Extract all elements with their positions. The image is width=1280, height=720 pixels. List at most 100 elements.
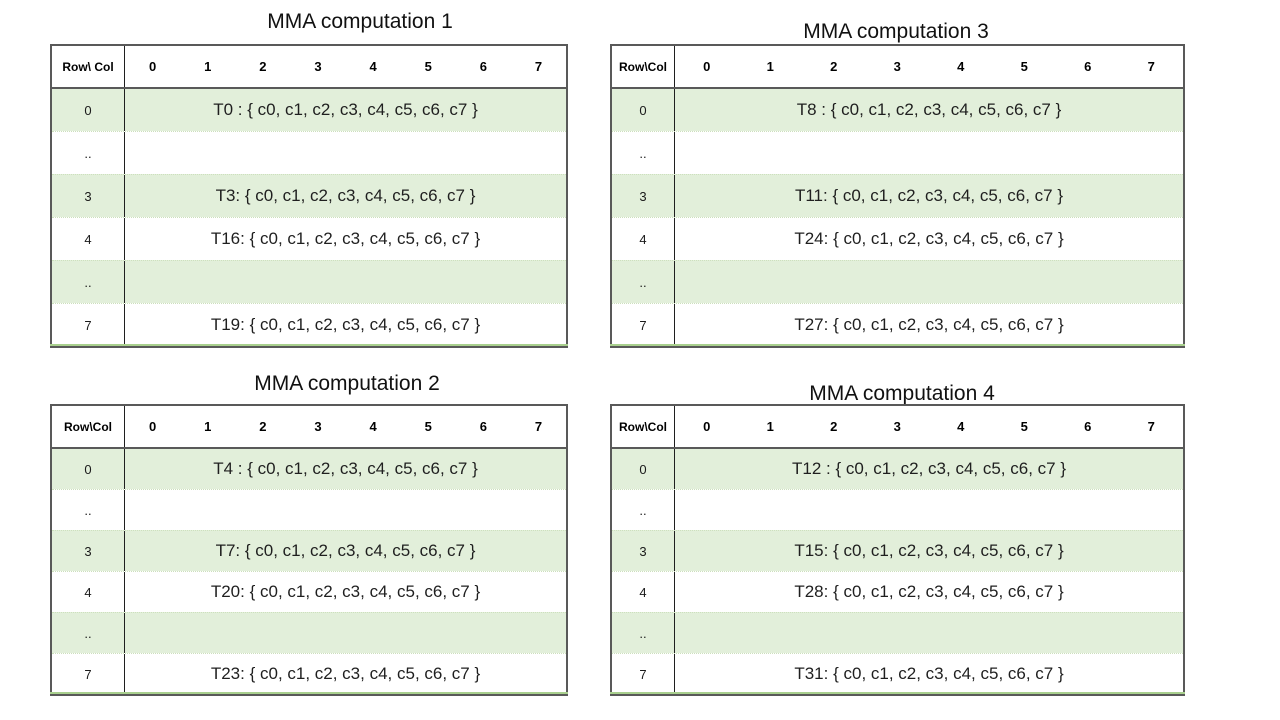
col-header: 5 (1020, 419, 1028, 434)
row-label: 7 (612, 304, 675, 346)
corner-label: Row\Col (612, 406, 675, 447)
row-label: 4 (612, 218, 675, 260)
cropped-next-row-edge (610, 344, 1185, 346)
row-value: T0 : { c0, c1, c2, c3, c4, c5, c6, c7 } (213, 100, 478, 119)
row-value (675, 613, 1183, 653)
column-headers: 0 1 2 3 4 5 6 7 (675, 46, 1183, 87)
corner-label: Row\ Col (52, 46, 125, 87)
row-value (125, 261, 566, 303)
col-header: 7 (534, 419, 543, 434)
cropped-next-row-edge (610, 692, 1185, 694)
row-label: .. (52, 132, 125, 174)
row-value (675, 261, 1183, 303)
row-label: .. (612, 261, 675, 303)
col-header: 7 (534, 59, 543, 74)
col-header: 7 (1147, 419, 1155, 434)
row-label: .. (52, 613, 125, 653)
table-row: 7 T31: { c0, c1, c2, c3, c4, c5, c6, c7 … (612, 653, 1183, 694)
row-value: T16: { c0, c1, c2, c3, c4, c5, c6, c7 } (210, 229, 481, 248)
row-label: 0 (612, 449, 675, 489)
mma-table-1: Row\ Col 0 1 2 3 4 5 6 7 0 T0 : { c0, c1… (50, 44, 568, 348)
corner-label: Row\Col (52, 406, 125, 447)
col-header: 4 (957, 59, 965, 74)
column-headers: 0 1 2 3 4 5 6 7 (125, 406, 566, 447)
row-label: 7 (612, 654, 675, 694)
row-value: T27: { c0, c1, c2, c3, c4, c5, c6, c7 } (794, 315, 1064, 334)
table-3-title: MMA computation 3 (803, 20, 989, 43)
mma-table-3: Row\Col 0 1 2 3 4 5 6 7 0 T8 : { c0, c1,… (610, 44, 1185, 348)
table-row: 7 T19: { c0, c1, c2, c3, c4, c5, c6, c7 … (52, 303, 566, 346)
col-header: 2 (259, 419, 267, 434)
col-header: 2 (259, 59, 267, 74)
col-header: 5 (424, 419, 432, 434)
col-header: 2 (830, 419, 838, 434)
table-row: 3 T11: { c0, c1, c2, c3, c4, c5, c6, c7 … (612, 174, 1183, 217)
table-row: 4 T16: { c0, c1, c2, c3, c4, c5, c6, c7 … (52, 217, 566, 260)
row-label: .. (612, 490, 675, 530)
col-header: 2 (830, 59, 838, 74)
row-label: 0 (612, 89, 675, 131)
mma-table-4: Row\Col 0 1 2 3 4 5 6 7 0 T12 : { c0, c1… (610, 404, 1185, 696)
row-label: .. (612, 613, 675, 653)
row-label: 4 (52, 572, 125, 612)
table-row: 4 T28: { c0, c1, c2, c3, c4, c5, c6, c7 … (612, 571, 1183, 612)
row-label: 0 (52, 449, 125, 489)
row-value: T15: { c0, c1, c2, c3, c4, c5, c6, c7 } (794, 541, 1064, 560)
table-header-row: Row\Col 0 1 2 3 4 5 6 7 (612, 46, 1183, 89)
row-value (125, 613, 566, 653)
row-value: T8 : { c0, c1, c2, c3, c4, c5, c6, c7 } (796, 100, 1062, 119)
table-row: .. (612, 131, 1183, 174)
table-row: 7 T27: { c0, c1, c2, c3, c4, c5, c6, c7 … (612, 303, 1183, 346)
mma-table-2: Row\Col 0 1 2 3 4 5 6 7 0 T4 : { c0, c1,… (50, 404, 568, 696)
table-row: .. (52, 612, 566, 653)
row-label: .. (52, 261, 125, 303)
row-label: 0 (52, 89, 125, 131)
col-header: 3 (893, 419, 901, 434)
col-header: 6 (479, 419, 487, 434)
table-row: 4 T24: { c0, c1, c2, c3, c4, c5, c6, c7 … (612, 217, 1183, 260)
row-label: 3 (52, 531, 125, 571)
row-value: T23: { c0, c1, c2, c3, c4, c5, c6, c7 } (210, 664, 481, 683)
row-value: T19: { c0, c1, c2, c3, c4, c5, c6, c7 } (210, 315, 481, 334)
table-row: .. (52, 260, 566, 303)
row-value: T3: { c0, c1, c2, c3, c4, c5, c6, c7 } (215, 186, 476, 205)
row-value: T20: { c0, c1, c2, c3, c4, c5, c6, c7 } (210, 582, 481, 601)
row-label: .. (52, 490, 125, 530)
table-row: 0 T0 : { c0, c1, c2, c3, c4, c5, c6, c7 … (52, 89, 566, 131)
table-header-row: Row\Col 0 1 2 3 4 5 6 7 (52, 406, 566, 449)
col-header: 4 (369, 59, 377, 74)
col-header: 1 (204, 419, 212, 434)
col-header: 0 (148, 59, 157, 74)
table-row: .. (612, 489, 1183, 530)
table-row: 0 T4 : { c0, c1, c2, c3, c4, c5, c6, c7 … (52, 449, 566, 489)
table-4-title: MMA computation 4 (809, 382, 995, 405)
col-header: 6 (479, 59, 487, 74)
row-value (675, 132, 1183, 174)
row-value: T4 : { c0, c1, c2, c3, c4, c5, c6, c7 } (213, 459, 478, 478)
col-header: 5 (1020, 59, 1028, 74)
col-header: 7 (1147, 59, 1155, 74)
column-headers: 0 1 2 3 4 5 6 7 (675, 406, 1183, 447)
col-header: 3 (314, 419, 322, 434)
column-headers: 0 1 2 3 4 5 6 7 (125, 46, 566, 87)
table-row: 4 T20: { c0, c1, c2, c3, c4, c5, c6, c7 … (52, 571, 566, 612)
col-header: 0 (148, 419, 157, 434)
col-header: 6 (1084, 419, 1092, 434)
row-label: 7 (52, 304, 125, 346)
row-value: T28: { c0, c1, c2, c3, c4, c5, c6, c7 } (794, 582, 1064, 601)
table-1-title: MMA computation 1 (267, 10, 453, 33)
row-value: T7: { c0, c1, c2, c3, c4, c5, c6, c7 } (215, 541, 476, 560)
table-row: 7 T23: { c0, c1, c2, c3, c4, c5, c6, c7 … (52, 653, 566, 694)
row-value (675, 490, 1183, 530)
table-row: .. (52, 489, 566, 530)
row-label: 3 (612, 175, 675, 217)
cropped-next-row-edge (50, 692, 568, 694)
table-row: 0 T8 : { c0, c1, c2, c3, c4, c5, c6, c7 … (612, 89, 1183, 131)
table-row: .. (612, 260, 1183, 303)
row-label: 4 (52, 218, 125, 260)
table-row: .. (52, 131, 566, 174)
col-header: 3 (893, 59, 901, 74)
col-header: 0 (703, 59, 711, 74)
table-row: 0 T12 : { c0, c1, c2, c3, c4, c5, c6, c7… (612, 449, 1183, 489)
